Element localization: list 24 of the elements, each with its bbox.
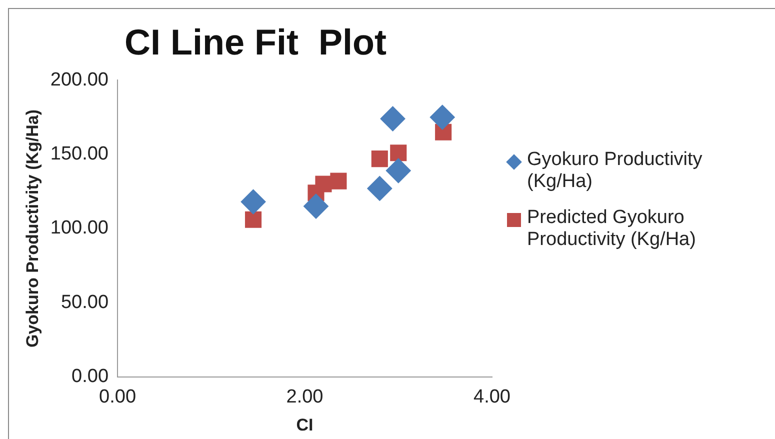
x-tick-label: 2.00 xyxy=(286,386,324,408)
y-tick-label: 150.00 xyxy=(50,144,109,165)
x-tick-label: 0.00 xyxy=(99,386,136,408)
point xyxy=(430,104,455,130)
point xyxy=(386,158,411,184)
point xyxy=(367,176,392,201)
legend-label: Predicted Gyokuro Productivity (Kg/Ha) xyxy=(527,207,697,251)
point xyxy=(303,194,328,219)
point xyxy=(315,176,332,192)
point xyxy=(371,150,388,168)
y-tick-label: 100.00 xyxy=(50,218,109,239)
x-axis-title: CI xyxy=(296,415,314,434)
y-tick-label: 50.00 xyxy=(60,292,109,313)
y-tick-label: 0.00 xyxy=(72,366,109,388)
point xyxy=(330,172,347,190)
y-axis-title: Gyokuro Productivity (Kg/Ha) xyxy=(22,109,42,348)
legend-label: Gyokuro Productivity (Kg/Ha) xyxy=(527,149,704,193)
x-tick-label: 4.00 xyxy=(474,386,510,408)
point xyxy=(240,189,266,214)
y-tick-label: 200.00 xyxy=(50,69,109,90)
chart-title: CI Line Fit Plot xyxy=(124,22,387,63)
point xyxy=(244,211,262,228)
point xyxy=(390,144,407,162)
point xyxy=(380,106,406,132)
